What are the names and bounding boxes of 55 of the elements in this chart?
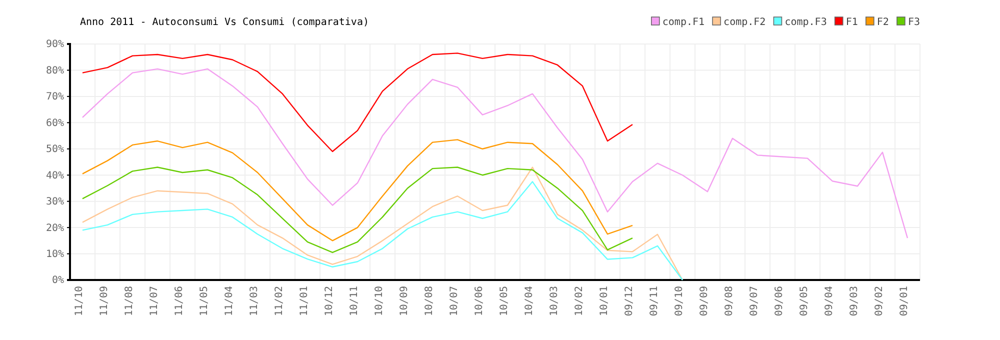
legend-label: F1 xyxy=(846,17,858,28)
x-tick-label: 09/10 xyxy=(674,286,685,316)
x-tick-label: 10/11 xyxy=(349,286,360,316)
x-tick-label: 09/11 xyxy=(649,286,660,316)
x-tick-label: 09/04 xyxy=(824,286,835,316)
x-tick-label: 09/01 xyxy=(899,286,910,316)
line-series xyxy=(82,52,634,152)
x-tick-label: 11/09 xyxy=(99,286,110,316)
x-tick-label: 10/02 xyxy=(574,286,585,316)
x-tick-label: 11/04 xyxy=(224,286,235,316)
x-tick-label: 10/01 xyxy=(599,286,610,316)
x-tick-label: 09/07 xyxy=(749,286,760,316)
x-tick-label: 09/02 xyxy=(874,286,885,316)
x-tick-label: 10/08 xyxy=(424,286,435,316)
legend-label: comp.F3 xyxy=(784,17,827,28)
y-tick-label: 10% xyxy=(46,248,64,260)
y-tick-label: 90% xyxy=(46,39,64,50)
y-tick-label: 0% xyxy=(52,275,64,286)
legend-label: F3 xyxy=(908,17,920,28)
x-tick-label: 10/03 xyxy=(549,286,560,316)
chart-title: Anno 2011 - Autoconsumi Vs Consumi (comparativa) xyxy=(80,17,369,28)
x-tick-label: 09/12 xyxy=(624,286,635,316)
x-tick-label: 09/03 xyxy=(849,286,860,316)
y-tick-label: 60% xyxy=(46,118,64,129)
x-tick-label: 11/03 xyxy=(249,286,260,316)
y-tick-label: 20% xyxy=(46,222,64,234)
x-tick-label: 11/10 xyxy=(74,286,85,316)
legend-label: comp.F2 xyxy=(724,17,766,28)
x-tick-label: 09/06 xyxy=(774,286,785,316)
x-tick-label: 09/05 xyxy=(799,286,810,316)
x-tick-label: 11/02 xyxy=(274,286,285,316)
line-series xyxy=(82,166,634,254)
legend-label: comp.F1 xyxy=(662,17,705,28)
y-tick-label: 50% xyxy=(46,144,64,156)
x-tick-label: 11/05 xyxy=(199,286,210,316)
y-tick-label: 30% xyxy=(46,196,64,208)
x-tick-label: 10/07 xyxy=(449,286,460,316)
x-tick-label: 10/04 xyxy=(524,286,535,316)
x-tick-label: 11/01 xyxy=(299,286,310,316)
x-tick-label: 09/08 xyxy=(724,286,735,316)
y-tick-label: 70% xyxy=(46,92,64,103)
y-tick-label: 40% xyxy=(46,170,64,182)
x-tick-label: 11/07 xyxy=(149,286,160,316)
x-tick-label: 10/09 xyxy=(399,286,410,316)
x-tick-label: 09/09 xyxy=(699,286,710,316)
line-series xyxy=(82,139,634,242)
x-tick-label: 10/05 xyxy=(499,286,510,316)
x-tick-label: 11/06 xyxy=(174,286,185,316)
y-tick-label: 80% xyxy=(46,65,64,76)
legend-label: F2 xyxy=(876,17,889,28)
x-tick-label: 10/12 xyxy=(324,286,335,316)
x-tick-label: 11/08 xyxy=(124,286,135,316)
line-series xyxy=(82,68,908,239)
x-tick-label: 10/10 xyxy=(374,286,385,316)
x-tick-label: 10/06 xyxy=(474,286,485,316)
